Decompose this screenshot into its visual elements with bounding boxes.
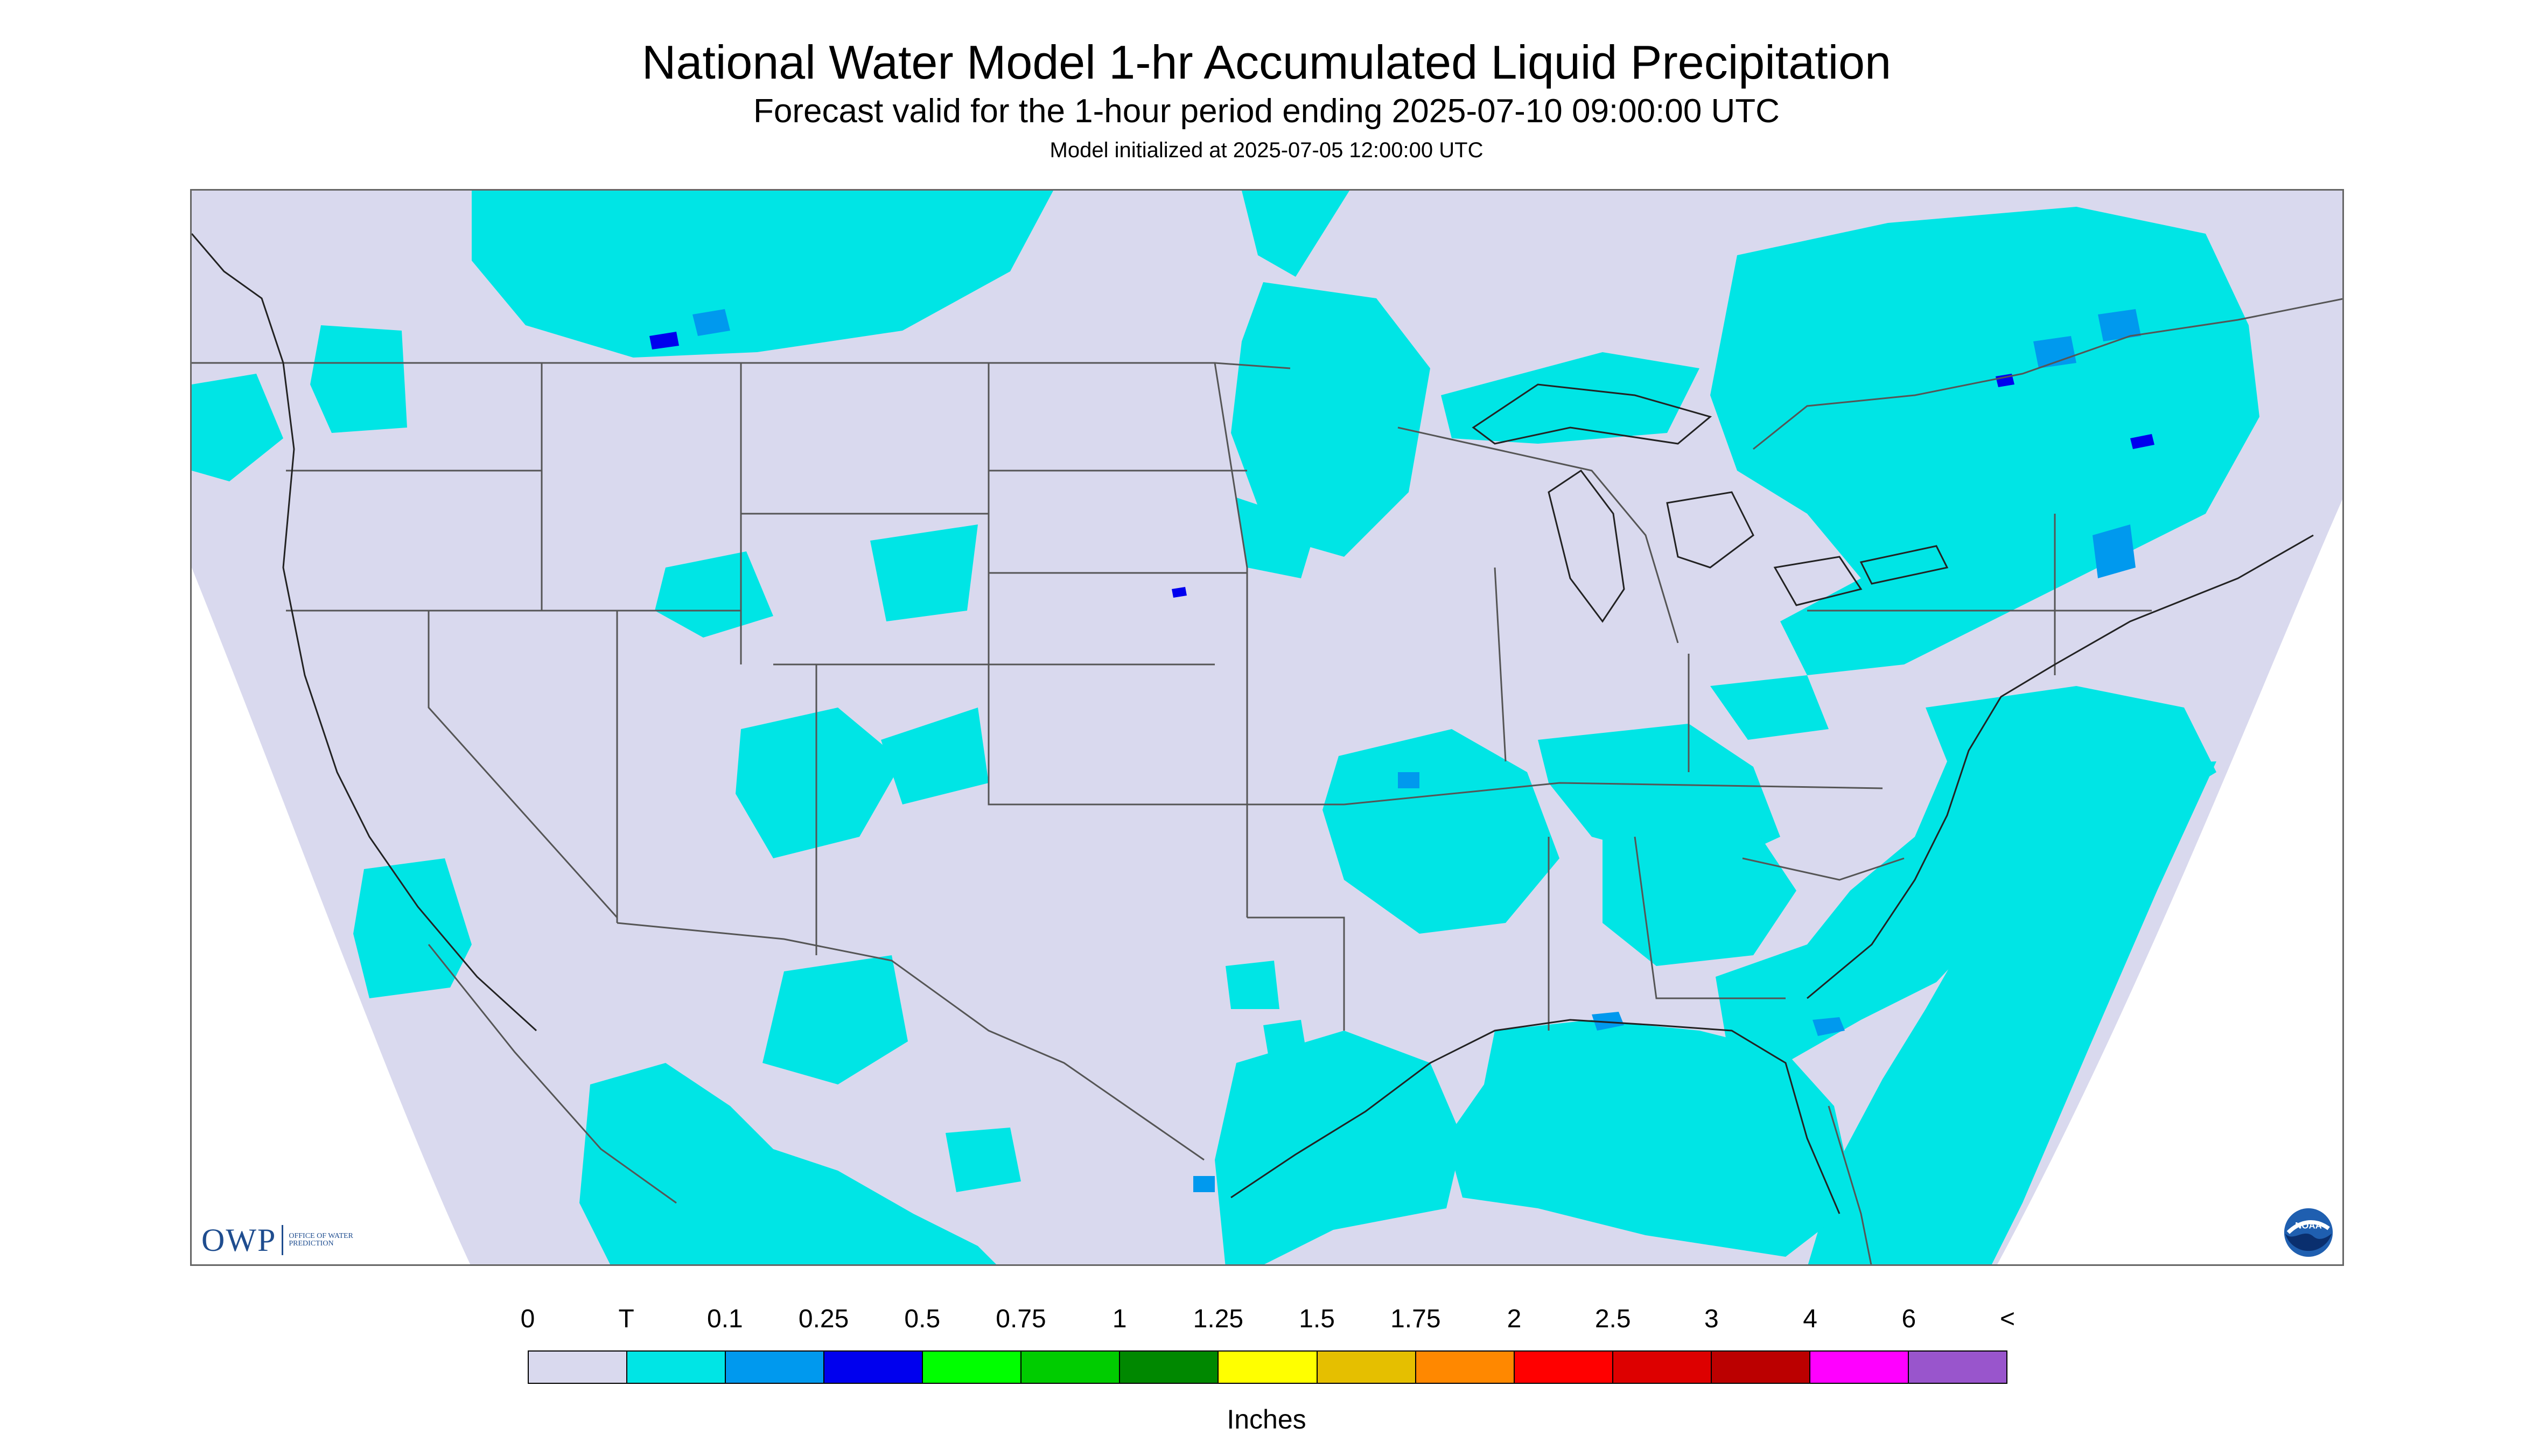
noaa-logo: NOAA <box>2284 1208 2333 1257</box>
political-borders <box>192 298 2342 1264</box>
legend-swatch <box>1908 1352 2006 1383</box>
precip-trace-areas <box>192 191 2259 1264</box>
legend-swatch <box>529 1352 628 1383</box>
legend-label: 1 <box>1112 1305 1127 1333</box>
legend-swatch <box>1711 1352 1810 1383</box>
legend-label: 6 <box>1901 1305 1916 1333</box>
legend-label: 1.25 <box>1193 1305 1244 1333</box>
legend-swatch <box>1021 1352 1121 1383</box>
legend-label: T <box>618 1305 634 1333</box>
legend-swatch <box>1317 1352 1416 1383</box>
legend-swatch <box>1416 1352 1515 1383</box>
coastlines <box>192 233 2314 1214</box>
map-title: National Water Model 1-hr Accumulated Li… <box>641 36 1892 89</box>
legend-label: 0.1 <box>707 1305 743 1333</box>
noaa-logo-text: NOAA <box>2295 1220 2322 1230</box>
legend-swatch <box>1613 1352 1712 1383</box>
owp-logo-mark: OWP <box>201 1222 277 1258</box>
legend-labels: 0 T 0.1 0.25 0.5 0.75 1 1.25 1.5 1.75 2 2.5 3 4 6 < <box>521 1303 2015 1335</box>
legend-swatch <box>1219 1352 1318 1383</box>
legend-units: Inches <box>1227 1404 1306 1434</box>
map-subtitle: Forecast valid for the 1-hour period end… <box>753 93 1780 130</box>
precip-light-areas <box>692 309 2141 1192</box>
legend-label: < <box>1999 1305 2016 1333</box>
legend-swatch <box>824 1352 923 1383</box>
legend-swatch <box>1120 1352 1219 1383</box>
legend-label: 3 <box>1704 1305 1719 1333</box>
color-legend-bar <box>528 1350 2007 1384</box>
legend-swatch <box>726 1352 825 1383</box>
legend-label: 0.5 <box>904 1305 941 1333</box>
legend-swatch <box>627 1352 726 1383</box>
legend-label: 0 <box>520 1305 535 1333</box>
model-init-time: Model initialized at 2025-07-05 12:00:00… <box>1049 138 1484 162</box>
legend-label: 2.5 <box>1594 1305 1631 1333</box>
legend-label: 1.75 <box>1390 1305 1441 1333</box>
legend-label: 1.5 <box>1299 1305 1335 1333</box>
legend-swatch <box>1810 1352 1909 1383</box>
legend-swatch <box>923 1352 1022 1383</box>
legend-label: 0.25 <box>798 1305 849 1333</box>
owp-logo-text: OFFICE OF WATER PREDICTION <box>289 1232 353 1248</box>
legend-swatch <box>1514 1352 1613 1383</box>
precipitation-map <box>190 189 2344 1266</box>
owp-logo-divider <box>282 1225 284 1255</box>
legend-label: 4 <box>1803 1305 1817 1333</box>
owp-logo: OWP OFFICE OF WATER PREDICTION <box>201 1221 359 1259</box>
legend-label: 0.75 <box>996 1305 1046 1333</box>
legend-label: 2 <box>1507 1305 1522 1333</box>
